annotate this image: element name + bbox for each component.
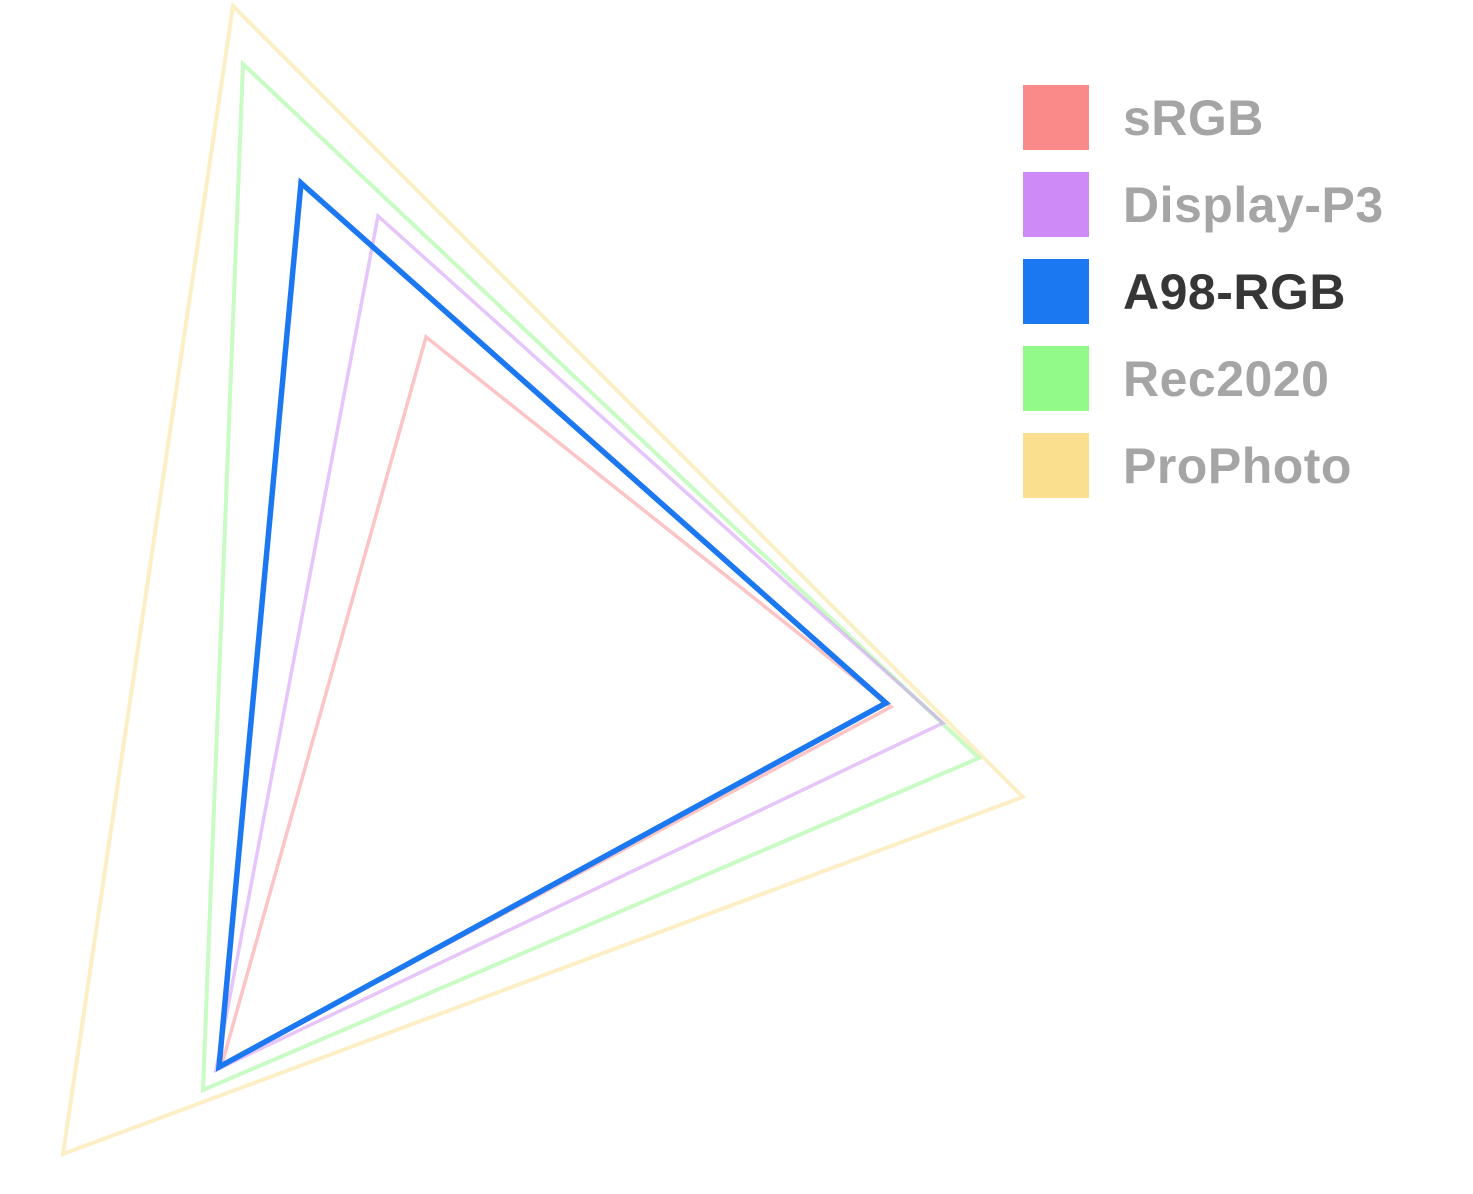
legend-item-srgb: sRGB bbox=[1023, 85, 1384, 150]
legend-item-a98-rgb: A98-RGB bbox=[1023, 259, 1384, 324]
legend-label-srgb: sRGB bbox=[1123, 89, 1264, 146]
legend-item-prophoto: ProPhoto bbox=[1023, 433, 1384, 498]
legend: sRGB Display-P3 A98-RGB Rec2020 ProPhoto bbox=[1023, 85, 1384, 520]
rec2020-gamut-triangle bbox=[200, 59, 983, 1094]
legend-label-display-p3: Display-P3 bbox=[1123, 176, 1384, 233]
display-p3-gamut-triangle bbox=[213, 212, 947, 1074]
legend-item-display-p3: Display-P3 bbox=[1023, 172, 1384, 237]
rec2020-swatch-icon bbox=[1023, 346, 1089, 411]
srgb-gamut-triangle bbox=[219, 333, 895, 1068]
legend-label-rec2020: Rec2020 bbox=[1123, 350, 1330, 407]
legend-label-a98-rgb: A98-RGB bbox=[1123, 263, 1346, 320]
legend-label-prophoto: ProPhoto bbox=[1123, 437, 1352, 494]
prophoto-gamut-triangle bbox=[60, 1, 1027, 1158]
prophoto-swatch-icon bbox=[1023, 433, 1089, 498]
legend-item-rec2020: Rec2020 bbox=[1023, 346, 1384, 411]
srgb-swatch-icon bbox=[1023, 85, 1089, 150]
a98-rgb-swatch-icon bbox=[1023, 259, 1089, 324]
a98-rgb-gamut-triangle bbox=[215, 177, 891, 1072]
display-p3-swatch-icon bbox=[1023, 172, 1089, 237]
